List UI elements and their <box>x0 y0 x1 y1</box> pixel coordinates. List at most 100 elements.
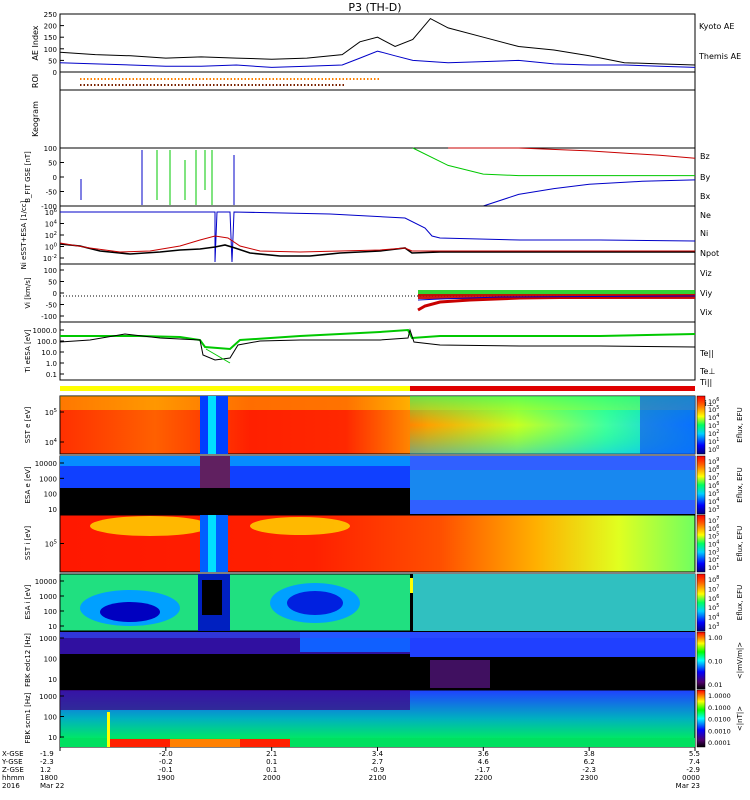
ae-series-line <box>59 50 696 68</box>
panel-bfit: -100 -50 0 50 100 B_FIT GSE [nT] Bz By Bx <box>24 145 710 211</box>
panel-ae: 0 50 100 150 200 250 AE Index Kyoto AE Themis… <box>31 11 741 77</box>
colorbar-tick-label: 0.0001 <box>708 739 731 747</box>
colorbar-tick-label: 106 <box>708 397 719 406</box>
xaxis-tick-label: 4.6 <box>478 758 490 766</box>
xaxis-tick-label: -0.1 <box>159 766 173 774</box>
colorbar-tick-label: 102 <box>708 555 719 564</box>
vi-ytick-label: 0 <box>53 290 57 298</box>
bfit-ytick-label: 50 <box>48 160 57 168</box>
colorbar-title: Eflux, EFU <box>736 407 744 442</box>
bfit-ytick-label: -50 <box>46 189 57 197</box>
ae-series-line <box>59 17 696 66</box>
ae-ylabel: AE Index <box>31 25 40 60</box>
esa-i-ytick-label: 10000 <box>35 578 57 586</box>
colorbar-title: <|mV/m|> <box>736 642 744 679</box>
ni-ytick-label: 100 <box>45 243 57 252</box>
xaxis-row-label: hhmm <box>2 774 25 782</box>
colorbar-tick-label: 101 <box>708 437 719 446</box>
colorbar-tick-label: 105 <box>708 489 719 498</box>
esa-e-ytick-label: 10 <box>48 506 57 514</box>
colorbar-tick-label: 107 <box>708 516 719 525</box>
panel-fbk-e: FBK edc12 [Hz] 10 100 1000 <box>24 631 696 690</box>
colorbar-tick-label: 105 <box>708 603 719 612</box>
colorbar-tick-label: 104 <box>708 497 719 506</box>
fbk-b-ytick-label: 100 <box>44 714 57 722</box>
legend-themis-ae: Themis AE <box>698 52 741 61</box>
colorbar-tick-label: 0.0010 <box>708 727 731 735</box>
esa-e-ytick-label: 10000 <box>35 460 57 468</box>
esa-i-yticks: 10 100 1000 10000 <box>35 578 64 631</box>
legend-viy: Viy <box>700 289 713 298</box>
colorbar-tick-label: 101 <box>708 563 719 572</box>
esa-i-ytick-label: 10 <box>48 623 57 631</box>
vi-ytick-label: -100 <box>41 313 57 321</box>
xaxis-tick-label: 2100 <box>369 774 387 782</box>
ti-ytick-label: 100.0 <box>37 338 57 346</box>
colorbar-title: Eflux, EFU <box>736 467 744 502</box>
ni-ytick-label: 10-2 <box>43 254 57 263</box>
panel-roi: ROI <box>31 71 696 91</box>
bfit-series-line <box>448 147 696 159</box>
legend-ne: Ne <box>700 211 711 220</box>
ae-ytick-label: 100 <box>44 46 57 54</box>
fbk-b-ylabel: FBK scm1 [Hz] <box>24 692 32 743</box>
legend-ti-par: Ti|| <box>699 378 712 387</box>
ae-lines <box>59 17 696 68</box>
xaxis-tick-label: -1.9 <box>40 750 54 758</box>
ae-ytick-label: 200 <box>44 23 57 31</box>
fbk-e-ytick-label: 100 <box>44 656 57 664</box>
keogram-ylabel: Keogram <box>31 101 40 137</box>
ni-yticks: 10-2 100 102 104 106 <box>43 208 64 263</box>
sst-e-ytick-label: 104 <box>45 438 58 447</box>
sst-i-ylabel: SST i [eV] <box>24 526 32 560</box>
fbk-b-yticks: 10 100 1000 <box>39 693 64 742</box>
colorbar-tick-label: 104 <box>708 613 719 622</box>
esa-i-ylabel: ESA i [eV] <box>24 584 32 619</box>
colorbar-tick-label: 109 <box>708 457 719 466</box>
ti-ytick-label: 10.0 <box>41 349 57 357</box>
colorbar-tick-label: 102 <box>708 429 719 438</box>
xaxis-tick-label: Mar 22 <box>40 782 64 790</box>
panel-keogram: Keogram <box>31 89 696 149</box>
colorbar-tick-label: 106 <box>708 524 719 533</box>
xaxis-tick-label: 1800 <box>40 774 58 782</box>
esa-e-ytick-label: 100 <box>44 491 57 499</box>
legend-bx: Bx <box>700 192 710 201</box>
esa-e-yticks: 10 100 1000 10000 <box>35 460 64 514</box>
colorbar-tick-label: 105 <box>708 532 719 541</box>
legend-vix: Vix <box>700 308 713 317</box>
xaxis-tick-label: 3.4 <box>372 750 384 758</box>
legend-te-par: Te|| <box>699 349 714 358</box>
sst-e-ylabel: SST e [eV] <box>24 406 32 443</box>
xaxis-tick-label: -2.3 <box>582 766 596 774</box>
xaxis-tick-label: -2.9 <box>686 766 700 774</box>
vi-ytick-label: 50 <box>48 279 57 287</box>
colorbar-tick-label: 105 <box>708 405 719 414</box>
fbk-e-ytick-label: 10 <box>48 676 57 684</box>
legend-bz: Bz <box>700 152 710 161</box>
fbk-b-ytick-label: 10 <box>48 734 57 742</box>
legend-ni: Ni <box>700 229 708 238</box>
xaxis-tick-label: 3.6 <box>478 750 490 758</box>
legend-te-perp: Te⊥ <box>699 367 715 376</box>
ti-ytick-label: 1000.0 <box>33 327 58 335</box>
xaxis-tick-label: -0.9 <box>371 766 385 774</box>
colorbars <box>696 395 706 748</box>
xaxis-tick-label: -2.3 <box>40 758 54 766</box>
ti-ytick-label: 1.0 <box>46 360 57 368</box>
esa-i-ytick-label: 100 <box>44 608 57 616</box>
vi-ytick-label: -50 <box>46 302 57 310</box>
colorbar-tick-label: 108 <box>708 575 719 584</box>
xaxis-tick-label: 7.4 <box>689 758 701 766</box>
panel-fbk-b: FBK scm1 [Hz] 10 100 1000 <box>24 689 696 748</box>
ti-yticks: 0.1 1.0 10.0 100.0 1000.0 <box>33 327 64 379</box>
roi-ylabel: ROI <box>31 74 40 88</box>
xaxis-tick-label: 0.1 <box>266 758 277 766</box>
ti-ylabel: Ti eESA [eV] <box>24 329 32 373</box>
colorbar-tick-label: 103 <box>708 421 719 430</box>
sst-i-yticks: 105 <box>45 540 64 549</box>
xaxis-row-label: Y-GSE <box>1 758 23 766</box>
xaxis-tick-label: 2.1 <box>266 750 277 758</box>
